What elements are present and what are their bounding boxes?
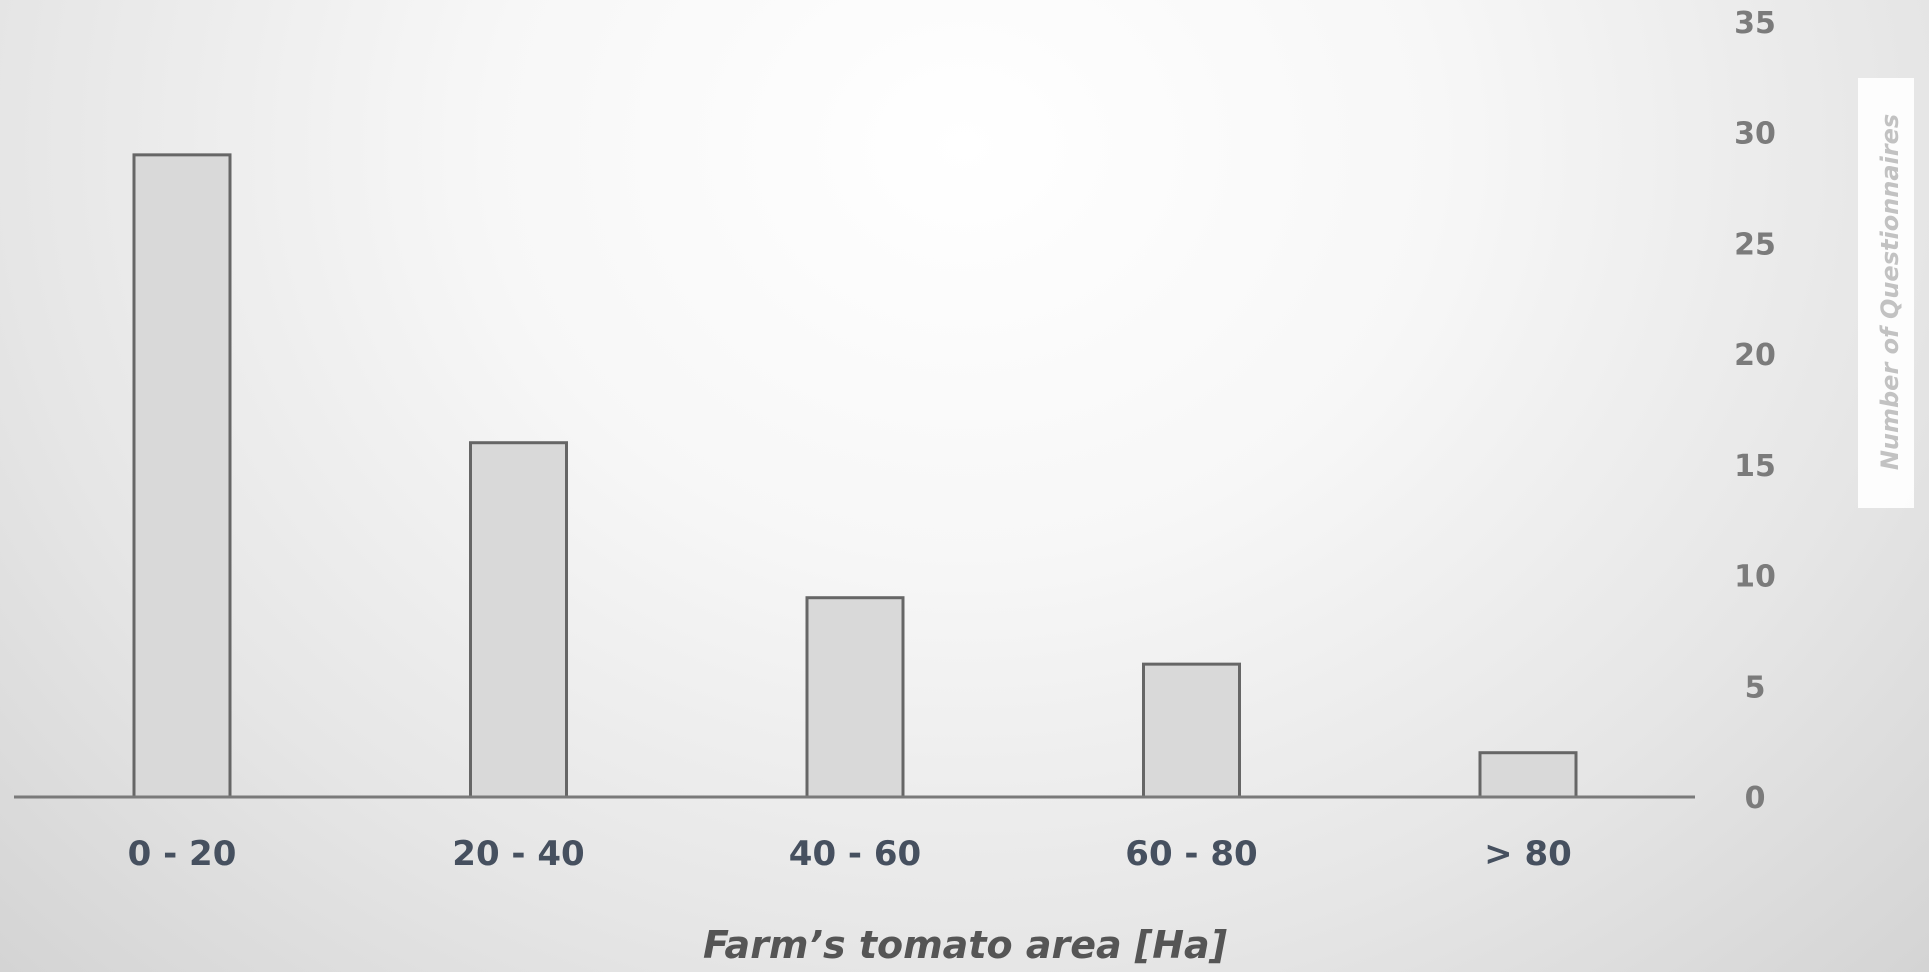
y-tick-label: 30: [1734, 117, 1776, 152]
y-axis-title-background: [1858, 78, 1914, 508]
bars-group: [132, 153, 1578, 799]
y-tick-label: 10: [1734, 560, 1776, 595]
x-category-labels: 0 - 20 20 - 40 40 - 60 60 - 80 > 80: [128, 834, 1572, 874]
bar-2: [805, 596, 905, 799]
bar-0: [132, 153, 232, 799]
bar-1: [469, 441, 568, 799]
x-tick-label: 20 - 40: [452, 834, 584, 874]
y-tick-labels: 0 5 10 15 20 25 30 35: [1734, 6, 1776, 816]
x-tick-label: 40 - 60: [789, 834, 921, 874]
bar-3: [1142, 662, 1241, 799]
y-tick-label: 5: [1745, 670, 1766, 705]
y-tick-label: 25: [1734, 227, 1776, 262]
x-tick-label: 0 - 20: [128, 834, 237, 874]
y-tick-label: 20: [1734, 338, 1776, 373]
x-axis-title: Farm’s tomato area [Ha]: [703, 923, 1228, 967]
y-tick-label: 35: [1734, 6, 1776, 41]
x-tick-label: > 80: [1484, 834, 1572, 874]
bar-4: [1478, 751, 1578, 799]
y-tick-label: 0: [1745, 781, 1766, 816]
x-tick-label: 60 - 80: [1125, 834, 1257, 874]
y-axis-title: Number of Questionnaires: [1876, 114, 1904, 470]
y-tick-label: 15: [1734, 449, 1776, 484]
